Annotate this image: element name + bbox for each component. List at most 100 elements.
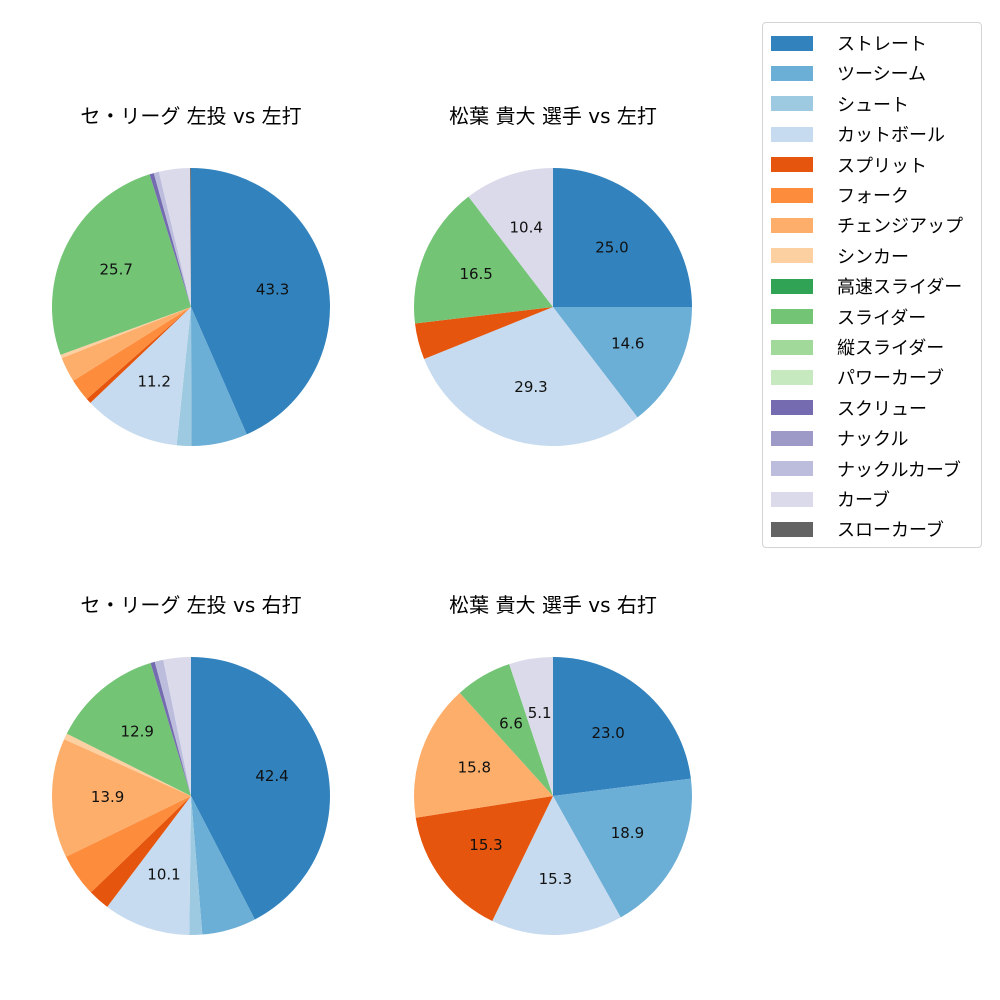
slice-value-label: 23.0	[591, 724, 624, 742]
pie-slice	[158, 168, 191, 307]
legend-swatch	[771, 187, 813, 203]
pie-slice	[553, 657, 691, 796]
pie-slice	[492, 796, 621, 935]
pie-slice	[553, 168, 692, 307]
legend-swatch	[771, 309, 813, 325]
pie-slice	[553, 778, 692, 918]
legend-swatch	[771, 400, 813, 416]
legend-item: スローカーブ	[771, 514, 944, 544]
legend-swatch	[771, 278, 813, 294]
legend-label: スローカーブ	[837, 520, 944, 542]
pie-chart: 42.4 10.1 13.9 12.9	[51, 657, 330, 935]
legend-label: 縦スライダー	[837, 338, 945, 359]
pie-slice	[163, 657, 191, 796]
legend-swatch	[771, 217, 813, 233]
legend-label: シュート	[837, 94, 909, 116]
slice-value-label: 29.3	[514, 378, 547, 396]
pie-slice	[107, 796, 191, 935]
legend-item: ナックル	[771, 423, 908, 453]
pie-slice	[191, 796, 255, 935]
legend: ストレートツーシームシュートカットボール スプリットフォークチェンジアップシンカー…	[762, 22, 982, 548]
slice-value-label: 14.6	[611, 334, 644, 352]
slice-value-label: 15.3	[539, 870, 572, 888]
pie-slice	[61, 307, 191, 381]
legend-swatch	[771, 339, 813, 355]
legend-label: カーブ	[837, 490, 890, 511]
chart-title: 松葉 貴大 選手 vs 左打	[449, 104, 657, 128]
legend-item: スプリット	[771, 150, 927, 180]
pie-chart: 43.3 11.2 25.7	[51, 168, 331, 446]
legend-item: カットボール	[771, 119, 945, 149]
legend-swatch	[771, 35, 813, 51]
legend-swatch	[771, 430, 813, 446]
pie-slice	[90, 796, 191, 907]
legend-item: シュート	[771, 89, 909, 119]
legend-swatch	[771, 65, 813, 81]
pie-slice	[64, 733, 191, 796]
pie-panel-league-vs-left: セ・リーグ 左投 vs 左打 43.3 11.2 25.7	[31, 100, 351, 480]
pie-slice	[60, 307, 191, 359]
legend-swatch	[771, 157, 813, 173]
legend-swatch	[771, 461, 813, 477]
pie-slice	[191, 168, 331, 435]
slice-value-label: 10.1	[147, 865, 180, 883]
legend-label: ストレート	[837, 34, 927, 55]
pie-panel-player-vs-left: 松葉 貴大 選手 vs 左打 25.0 14.6 29.3 16.5 10.4	[393, 100, 713, 480]
pie-slice	[73, 307, 191, 399]
pie-slice	[414, 692, 553, 818]
slice-value-label: 15.8	[458, 759, 491, 777]
legend-label: カットボール	[837, 125, 945, 147]
slice-value-label: 15.3	[469, 836, 502, 854]
slice-value-label: 42.4	[255, 767, 288, 785]
legend-swatch	[771, 248, 813, 264]
slice-value-label: 25.7	[100, 261, 133, 279]
legend-item: ストレート	[771, 28, 927, 58]
pie-slice	[190, 168, 191, 307]
legend-label: パワーカーブ	[837, 368, 944, 390]
slice-value-label: 6.6	[499, 714, 523, 732]
pie-slice	[424, 307, 638, 446]
slice-value-label: 18.9	[611, 824, 644, 842]
pie-chart: 25.0 14.6 29.3 16.5 10.4	[414, 168, 692, 446]
legend-item: 縦スライダー	[771, 332, 944, 362]
slice-value-label: 13.9	[91, 788, 124, 806]
legend-swatch	[771, 126, 813, 142]
legend-swatch	[771, 521, 813, 537]
legend-label: スライダー	[837, 307, 927, 329]
slice-value-label: 5.1	[528, 704, 552, 722]
pie-slice	[90, 307, 191, 446]
pie-slice	[153, 171, 191, 307]
pie-slice	[189, 796, 203, 935]
pie-panel-league-vs-right: セ・リーグ 左投 vs 右打 42.4 10.1 13.9 12.9	[31, 589, 351, 969]
pie-slice	[459, 664, 553, 796]
legend-swatch	[771, 96, 813, 112]
pie-slice	[51, 174, 191, 355]
pie-slice	[468, 168, 553, 307]
chart-title: セ・リーグ 左投 vs 右打	[80, 593, 302, 617]
legend-label: ナックルカーブ	[837, 459, 961, 481]
legend-item: 高速スライダー	[771, 271, 962, 301]
legend-label: フォーク	[837, 186, 909, 207]
pie-slice	[414, 307, 553, 359]
slice-value-label: 25.0	[595, 239, 628, 257]
legend-item: スライダー	[771, 302, 926, 332]
pie-panel-player-vs-right: 松葉 貴大 選手 vs 右打 23.0 18.9 15.3 15.3 15.8 6.6 5.…	[393, 589, 713, 969]
legend-swatch	[771, 491, 813, 507]
slice-value-label: 12.9	[121, 723, 154, 741]
legend-label: ツーシーム	[837, 64, 927, 86]
legend-item: スクリュー	[771, 393, 927, 423]
pie-slice	[51, 739, 191, 857]
pie-slice	[191, 657, 330, 920]
legend-label: チェンジアップ	[837, 216, 963, 238]
pie-slice	[86, 307, 191, 403]
chart-title: セ・リーグ 左投 vs 左打	[80, 104, 302, 128]
legend-item: カーブ	[771, 484, 890, 514]
pie-slice	[154, 659, 191, 796]
chart-title: 松葉 貴大 選手 vs 右打	[449, 593, 657, 617]
slice-value-label: 10.4	[510, 219, 543, 237]
pie-slice	[65, 796, 191, 893]
legend-item: チェンジアップ	[771, 210, 963, 240]
legend-item: シンカー	[771, 241, 909, 271]
legend-label: スプリット	[837, 155, 927, 177]
pie-slice	[415, 796, 553, 922]
